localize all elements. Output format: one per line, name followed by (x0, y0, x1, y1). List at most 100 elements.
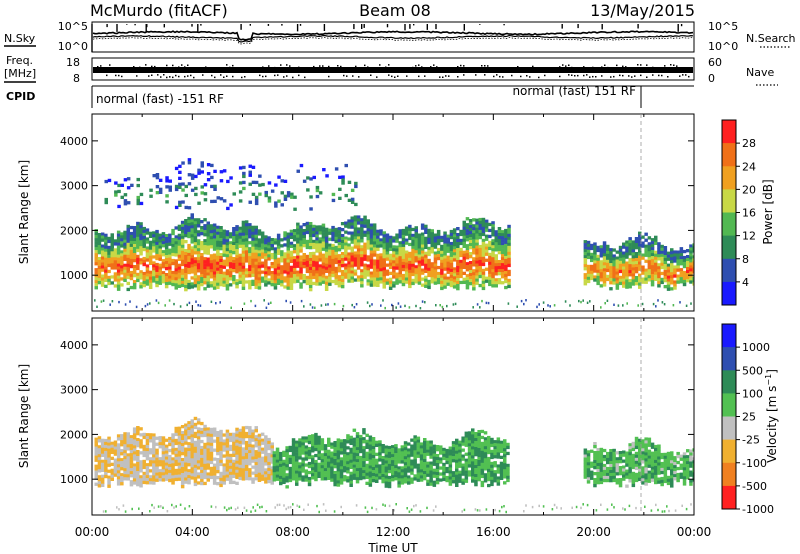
velocity-echo-cell (288, 475, 293, 480)
velocity-echo-cell (97, 466, 102, 470)
velocity-echo-cell (403, 450, 408, 454)
velocity-echo-cell (423, 450, 427, 454)
power-echo-cell (174, 187, 179, 192)
power-echo-cell (244, 220, 249, 224)
velocity-echo-cell (352, 428, 357, 432)
power-echo-cell (299, 234, 303, 238)
velocity-echo-cell (387, 469, 392, 474)
power-echo-cell (382, 237, 386, 241)
velocity-echo-cell (416, 445, 421, 449)
power-echo-cell (324, 239, 329, 243)
velocity-echo-cell (200, 463, 204, 468)
power-echo-cell (177, 269, 182, 273)
power-echo-cell (132, 268, 137, 272)
power-echo-cell (100, 259, 105, 263)
power-echo-cell (248, 223, 252, 227)
velocity-echo-cell (451, 444, 456, 448)
velocity-echo-cell (355, 468, 360, 472)
power-echo-cell (360, 254, 364, 258)
power-echo-cell (219, 229, 223, 233)
nave-dot-lower (634, 75, 636, 77)
power-echo-cell (398, 265, 402, 269)
power-echo-cell (203, 224, 207, 228)
velocity-echo-cell (244, 434, 249, 439)
velocity-echo-cell (187, 481, 191, 485)
velocity-echo-cell (94, 482, 98, 486)
power-echo-cell (366, 267, 370, 271)
power-echo-cell (504, 273, 508, 278)
nave-dot-lower (682, 74, 684, 76)
velocity-echo-cell (232, 453, 236, 457)
power-echo-cell (440, 253, 444, 258)
power-echo-cell (104, 275, 108, 279)
power-echo-cell (104, 260, 108, 264)
power-echo-cell (187, 252, 191, 257)
velocity-echo-cell (110, 447, 114, 451)
velocity-echo-cell (132, 454, 137, 458)
velocity-echo-cell (152, 451, 156, 455)
power-echo-cell (631, 246, 636, 250)
power-echo-cell (116, 263, 121, 267)
power-echo-cell (676, 256, 680, 260)
velocity-echo-cell (203, 442, 207, 447)
power-echo-cell (129, 276, 134, 281)
power-echo-cell (465, 277, 470, 281)
velocity-echo-cell (282, 453, 286, 457)
power-echo-cell (212, 259, 217, 263)
power-echo-cell (276, 260, 281, 264)
velocity-echo-cell (285, 452, 289, 456)
velocity-echo-cell (184, 429, 188, 433)
velocity-echo-cell (352, 455, 357, 459)
power-echo-cell (350, 231, 354, 235)
power-echo-cell (148, 255, 153, 259)
power-echo-cell (686, 270, 690, 274)
velocity-echo-cell (355, 441, 360, 445)
power-echo-cell (123, 233, 127, 237)
power-echo-cell (113, 242, 118, 246)
power-echo-cell (235, 252, 239, 256)
velocity-echo-cell (251, 429, 255, 433)
power-echo-cell (174, 271, 178, 275)
velocity-echo-cell (184, 474, 188, 478)
power-echo-cell (132, 256, 137, 260)
power-echo-cell (488, 252, 492, 257)
velocity-echo-cell (132, 451, 137, 455)
power-echo-cell (682, 270, 687, 275)
nave-dot-lower (631, 76, 633, 78)
power-echo-cell (219, 259, 223, 263)
power-echo-cell (481, 232, 486, 237)
velocity-echo-cell (464, 440, 469, 444)
velocity-echo-cell (212, 448, 217, 452)
velocity-echo-cell (291, 462, 296, 466)
power-echo-cell (325, 174, 329, 178)
power-echo-cell (315, 188, 320, 193)
velocity-echo-cell (209, 469, 214, 474)
power-echo-cell (350, 249, 354, 253)
velocity-echo-cell (171, 466, 175, 470)
freq-dot-upper (457, 66, 459, 68)
power-echo-cell (104, 257, 108, 261)
power-echo-cell (104, 239, 108, 243)
power-echo-cell (427, 240, 431, 245)
velocity-echo-cell (126, 471, 130, 475)
velocity-echo-cell (295, 458, 299, 462)
velocity-echo-cell (100, 444, 105, 448)
power-echo-cell (232, 257, 236, 261)
power-echo-cell (283, 197, 288, 201)
power-colorbar-label: Power [dB] (761, 179, 775, 244)
power-echo-cell (615, 286, 620, 290)
power-echo-cell (251, 228, 255, 232)
power-echo-cell (270, 283, 274, 287)
velocity-echo-cell (232, 435, 236, 439)
power-echo-cell (232, 230, 236, 234)
velocity-echo-cell (222, 448, 226, 452)
velocity-echo-cell (384, 469, 389, 473)
power-ground-cell (254, 304, 257, 308)
power-echo-cell (296, 228, 300, 232)
power-echo-cell (244, 244, 249, 248)
power-echo-cell (356, 236, 361, 240)
velocity-echo-cell (161, 469, 166, 473)
velocity-echo-cell (190, 422, 194, 426)
velocity-echo-cell (184, 432, 188, 436)
nsky-tick-top: 10^5 (58, 20, 88, 33)
